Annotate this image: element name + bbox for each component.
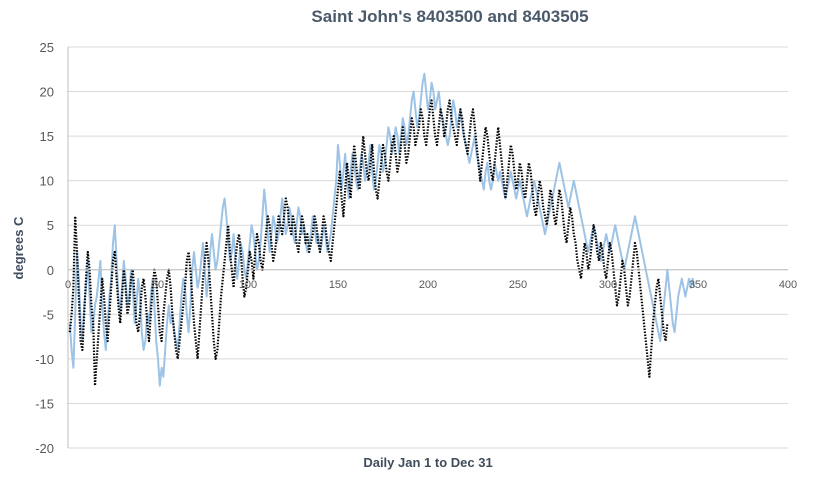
- x-tick-label: 200: [419, 279, 437, 291]
- series-line-dotted: [68, 99, 669, 387]
- y-tick-label: 5: [47, 218, 54, 233]
- y-tick-label: 10: [40, 174, 54, 189]
- series-line-solid: [68, 72, 696, 387]
- x-axis-title: Daily Jan 1 to Dec 31: [363, 455, 492, 470]
- x-tick-label: 50: [152, 279, 164, 291]
- x-tick-label: 400: [779, 279, 797, 291]
- y-tick-label: -20: [35, 441, 54, 456]
- y-tick-label: 25: [40, 40, 54, 55]
- x-tick-label: 150: [329, 279, 347, 291]
- y-axis-title: degrees C: [11, 216, 26, 279]
- x-tick-label: 250: [509, 279, 527, 291]
- y-tick-label: 15: [40, 129, 54, 144]
- y-tick-labels: 25 20 15 10 5 0 -5 -10 -15 -20: [35, 40, 54, 456]
- y-tick-label: 20: [40, 85, 54, 100]
- x-tick-label: 0: [65, 279, 71, 291]
- x-tick-label: 350: [689, 279, 707, 291]
- chart-title: Saint John's 8403500 and 8403505: [311, 7, 588, 26]
- axes: [67, 47, 788, 448]
- y-tick-label: -10: [35, 352, 54, 367]
- x-tick-label: 300: [599, 279, 617, 291]
- y-tick-label: -5: [42, 307, 54, 322]
- x-tick-labels: 0 50 100 150 200 250 300 350 400: [65, 279, 797, 291]
- y-tick-label: -15: [35, 396, 54, 411]
- series-layer: [68, 72, 696, 387]
- x-tick-label: 100: [239, 279, 257, 291]
- y-tick-label: 0: [47, 263, 54, 278]
